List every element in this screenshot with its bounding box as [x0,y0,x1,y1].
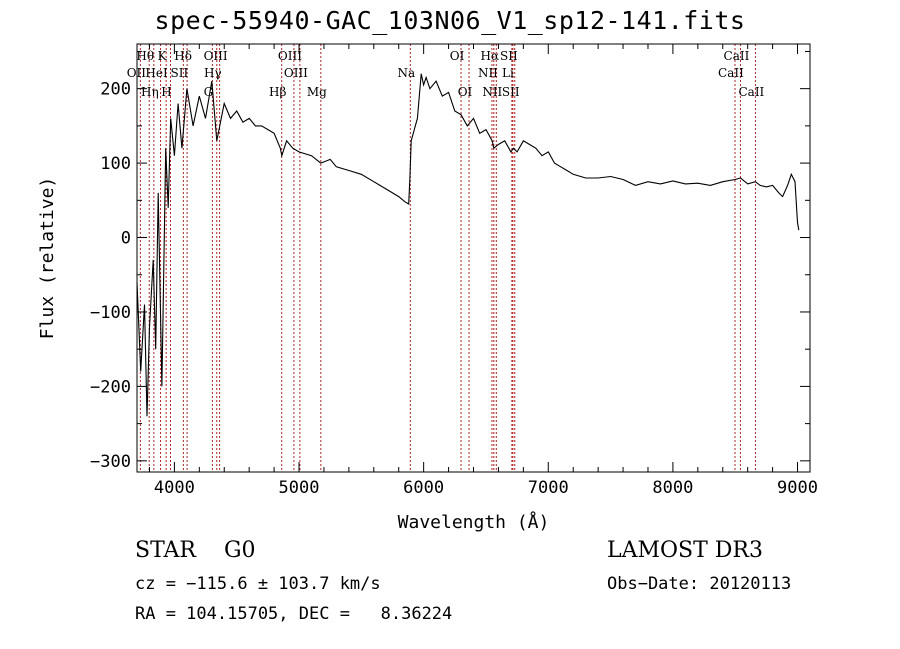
marker-label: OI [458,85,473,99]
marker-label: OIII [278,49,302,63]
survey-label: LAMOST DR3 [607,538,763,563]
y-tick-label: 200 [100,80,131,100]
plot-frame [136,43,811,473]
marker-label: Mg [307,85,327,99]
obs-date-text: Obs−Date: 20120113 [607,574,792,594]
marker-label: Hγ [204,66,222,80]
x-tick-label: 6000 [403,478,444,498]
x-axis-label: Wavelength (Å) [398,511,550,533]
marker-label: Hθ [136,49,154,63]
marker-label: CaII [718,66,744,80]
radec-text: RA = 104.15705, DEC = 8.36224 [135,604,453,624]
marker-label: H [161,85,171,99]
marker-label: HeI [145,66,168,80]
x-tick-label: 5000 [279,478,320,498]
y-tick-label: −200 [90,377,131,397]
y-tick-label: −100 [90,303,131,323]
marker-label: Hη [141,85,159,99]
y-axis-label: Flux (relative) [37,177,58,340]
marker-label: CaII [724,49,750,63]
marker-label: OIII [284,66,308,80]
chart-title: spec-55940-GAC_103N06_V1_sp12-141.fits [154,6,746,35]
marker-label: Hδ [174,49,192,63]
marker-label: G [204,85,214,99]
x-tick-label: 4000 [154,478,195,498]
marker-label: K [158,49,168,63]
redshift-text: cz = −115.6 ± 103.7 km/s [135,574,381,594]
y-tick-label: 0 [121,229,131,249]
marker-label: Li [502,66,514,80]
marker-label: CaII [738,85,764,99]
x-tick-label: 7000 [528,478,569,498]
marker-label: Hα [481,49,500,63]
object-class-label: STAR G0 [135,538,256,563]
marker-label: OII [127,66,147,80]
x-tick-label: 8000 [652,478,693,498]
marker-label: Hβ [269,85,286,99]
x-tick-label: 9000 [777,478,818,498]
y-tick-label: −300 [90,452,131,472]
marker-label: Na [397,66,415,80]
line-markers [139,44,756,472]
marker-label: NII [482,85,502,99]
marker-label: SII [171,66,189,80]
y-tick-label: 100 [100,154,131,174]
marker-label: OIII [204,49,228,63]
marker-label: NII [478,66,498,80]
spectrum-series-line [136,73,800,417]
marker-label: OI [450,49,465,63]
marker-label: SII [500,49,518,63]
marker-label: SII [502,85,520,99]
